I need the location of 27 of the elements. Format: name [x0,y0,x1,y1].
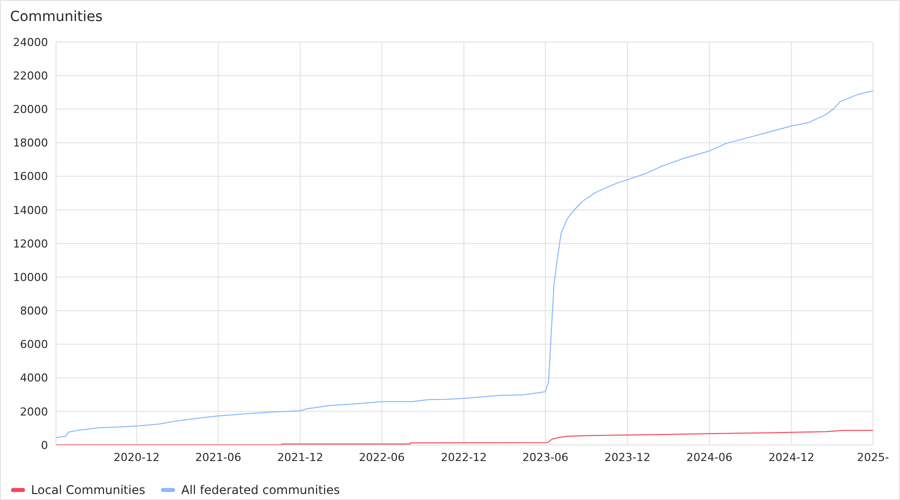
x-tick-label: 2022-12 [440,450,487,464]
y-tick-label: 18000 [13,136,48,150]
x-tick-label: 2024-06 [686,450,732,464]
y-tick-label: 12000 [13,237,48,250]
x-tick-label: 2023-12 [604,450,650,464]
x-tick-label: 2023-06 [522,450,568,464]
y-tick-label: 2000 [20,405,48,418]
x-tick-label: 2022-06 [358,450,405,464]
x-tick-label: 2021-12 [277,450,324,464]
y-tick-label: 8000 [20,304,48,318]
line-series [56,90,873,438]
x-tick-label: 2021-06 [195,450,242,464]
legend-label: All federated communities [181,483,340,497]
y-tick-label: 14000 [13,204,48,217]
legend-label: Local Communities [31,483,146,497]
chart-title: Communities [10,9,103,25]
y-tick-label: 20000 [13,103,48,116]
y-tick-label: 16000 [13,170,48,184]
y-tick-label: 4000 [20,372,48,385]
y-tick-label: 10000 [13,270,48,284]
y-tick-label: 6000 [20,338,48,352]
y-tick-label: 24000 [13,36,48,49]
y-tick-label: 0 [41,438,48,452]
x-tick-label: 2025- [857,450,890,464]
x-tick-label: 2024-12 [768,450,814,464]
x-tick-label: 2020-12 [114,450,160,464]
y-tick-label: 22000 [13,69,48,82]
